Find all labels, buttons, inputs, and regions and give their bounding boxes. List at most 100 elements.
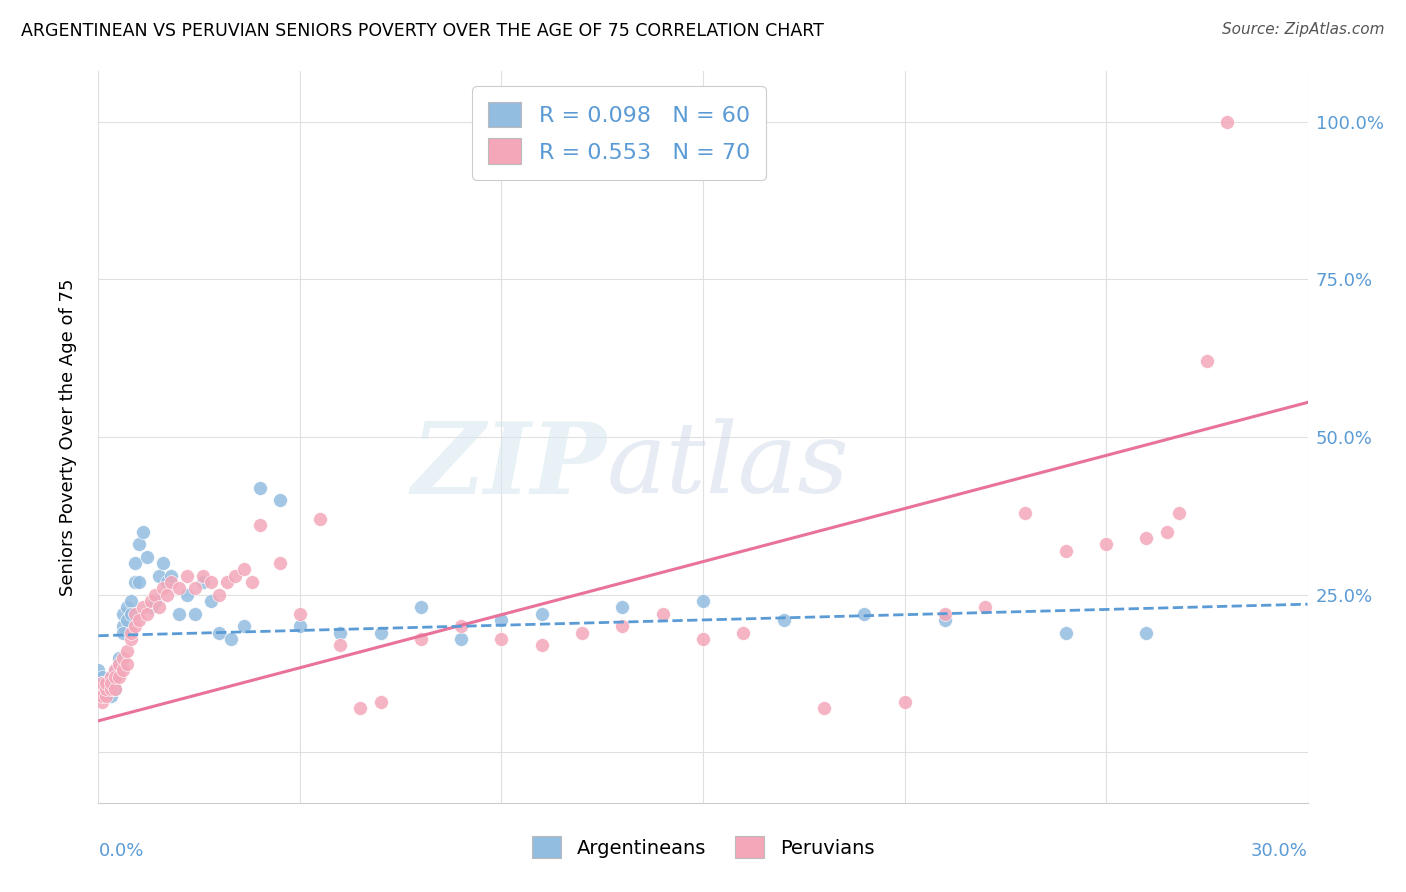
- Point: [128, 613, 150, 627]
- Point: [974, 600, 997, 615]
- Point: [269, 556, 291, 570]
- Point: [208, 625, 231, 640]
- Point: [813, 701, 835, 715]
- Y-axis label: Seniors Poverty Over the Age of 75: Seniors Poverty Over the Age of 75: [59, 278, 77, 596]
- Point: [530, 638, 553, 652]
- Point: [87, 682, 110, 697]
- Point: [612, 619, 634, 633]
- Legend: R = 0.098   N = 60, R = 0.553   N = 70: R = 0.098 N = 60, R = 0.553 N = 70: [472, 87, 766, 179]
- Point: [91, 682, 114, 697]
- Point: [148, 600, 170, 615]
- Point: [124, 556, 146, 570]
- Point: [221, 632, 243, 646]
- Point: [96, 689, 118, 703]
- Point: [288, 607, 311, 621]
- Point: [124, 575, 146, 590]
- Point: [240, 575, 263, 590]
- Point: [176, 569, 198, 583]
- Point: [87, 664, 110, 678]
- Point: [96, 676, 118, 690]
- Point: [160, 569, 183, 583]
- Point: [934, 613, 956, 627]
- Point: [184, 582, 207, 596]
- Text: ZIP: ZIP: [412, 418, 606, 515]
- Legend: Argentineans, Peruvians: Argentineans, Peruvians: [524, 828, 882, 866]
- Point: [152, 556, 174, 570]
- Point: [156, 588, 179, 602]
- Point: [249, 518, 271, 533]
- Point: [1135, 531, 1157, 545]
- Point: [124, 607, 146, 621]
- Point: [692, 632, 714, 646]
- Point: [91, 689, 114, 703]
- Point: [107, 657, 129, 671]
- Point: [156, 575, 179, 590]
- Point: [120, 625, 142, 640]
- Point: [107, 657, 129, 671]
- Point: [193, 569, 215, 583]
- Point: [571, 625, 593, 640]
- Point: [111, 650, 134, 665]
- Point: [96, 682, 118, 697]
- Point: [249, 481, 271, 495]
- Point: [167, 582, 190, 596]
- Point: [217, 575, 239, 590]
- Point: [103, 670, 125, 684]
- Point: [651, 607, 673, 621]
- Point: [733, 625, 755, 640]
- Point: [120, 632, 142, 646]
- Point: [530, 607, 553, 621]
- Point: [103, 682, 125, 697]
- Point: [96, 682, 118, 697]
- Point: [124, 619, 146, 633]
- Point: [103, 664, 125, 678]
- Point: [208, 588, 231, 602]
- Point: [139, 594, 162, 608]
- Point: [1195, 354, 1218, 368]
- Point: [409, 632, 432, 646]
- Point: [1216, 115, 1239, 129]
- Point: [1167, 506, 1189, 520]
- Point: [100, 676, 122, 690]
- Point: [143, 588, 166, 602]
- Point: [111, 664, 134, 678]
- Point: [200, 575, 222, 590]
- Point: [329, 625, 352, 640]
- Point: [232, 619, 254, 633]
- Point: [115, 613, 138, 627]
- Point: [370, 695, 392, 709]
- Point: [128, 575, 150, 590]
- Point: [91, 670, 114, 684]
- Point: [269, 493, 291, 508]
- Point: [132, 600, 155, 615]
- Point: [1095, 537, 1118, 551]
- Point: [132, 524, 155, 539]
- Point: [135, 549, 157, 564]
- Point: [612, 600, 634, 615]
- Point: [200, 594, 222, 608]
- Point: [167, 607, 190, 621]
- Point: [91, 695, 114, 709]
- Text: ARGENTINEAN VS PERUVIAN SENIORS POVERTY OVER THE AGE OF 75 CORRELATION CHART: ARGENTINEAN VS PERUVIAN SENIORS POVERTY …: [21, 22, 824, 40]
- Point: [692, 594, 714, 608]
- Point: [450, 632, 472, 646]
- Point: [1054, 625, 1077, 640]
- Point: [120, 607, 142, 621]
- Point: [1054, 543, 1077, 558]
- Point: [160, 575, 183, 590]
- Point: [96, 676, 118, 690]
- Point: [152, 582, 174, 596]
- Point: [491, 613, 513, 627]
- Point: [100, 670, 122, 684]
- Point: [96, 689, 118, 703]
- Point: [309, 512, 332, 526]
- Point: [107, 664, 129, 678]
- Point: [135, 607, 157, 621]
- Point: [1156, 524, 1178, 539]
- Point: [176, 588, 198, 602]
- Point: [128, 537, 150, 551]
- Point: [409, 600, 432, 615]
- Point: [111, 625, 134, 640]
- Point: [491, 632, 513, 646]
- Point: [232, 562, 254, 576]
